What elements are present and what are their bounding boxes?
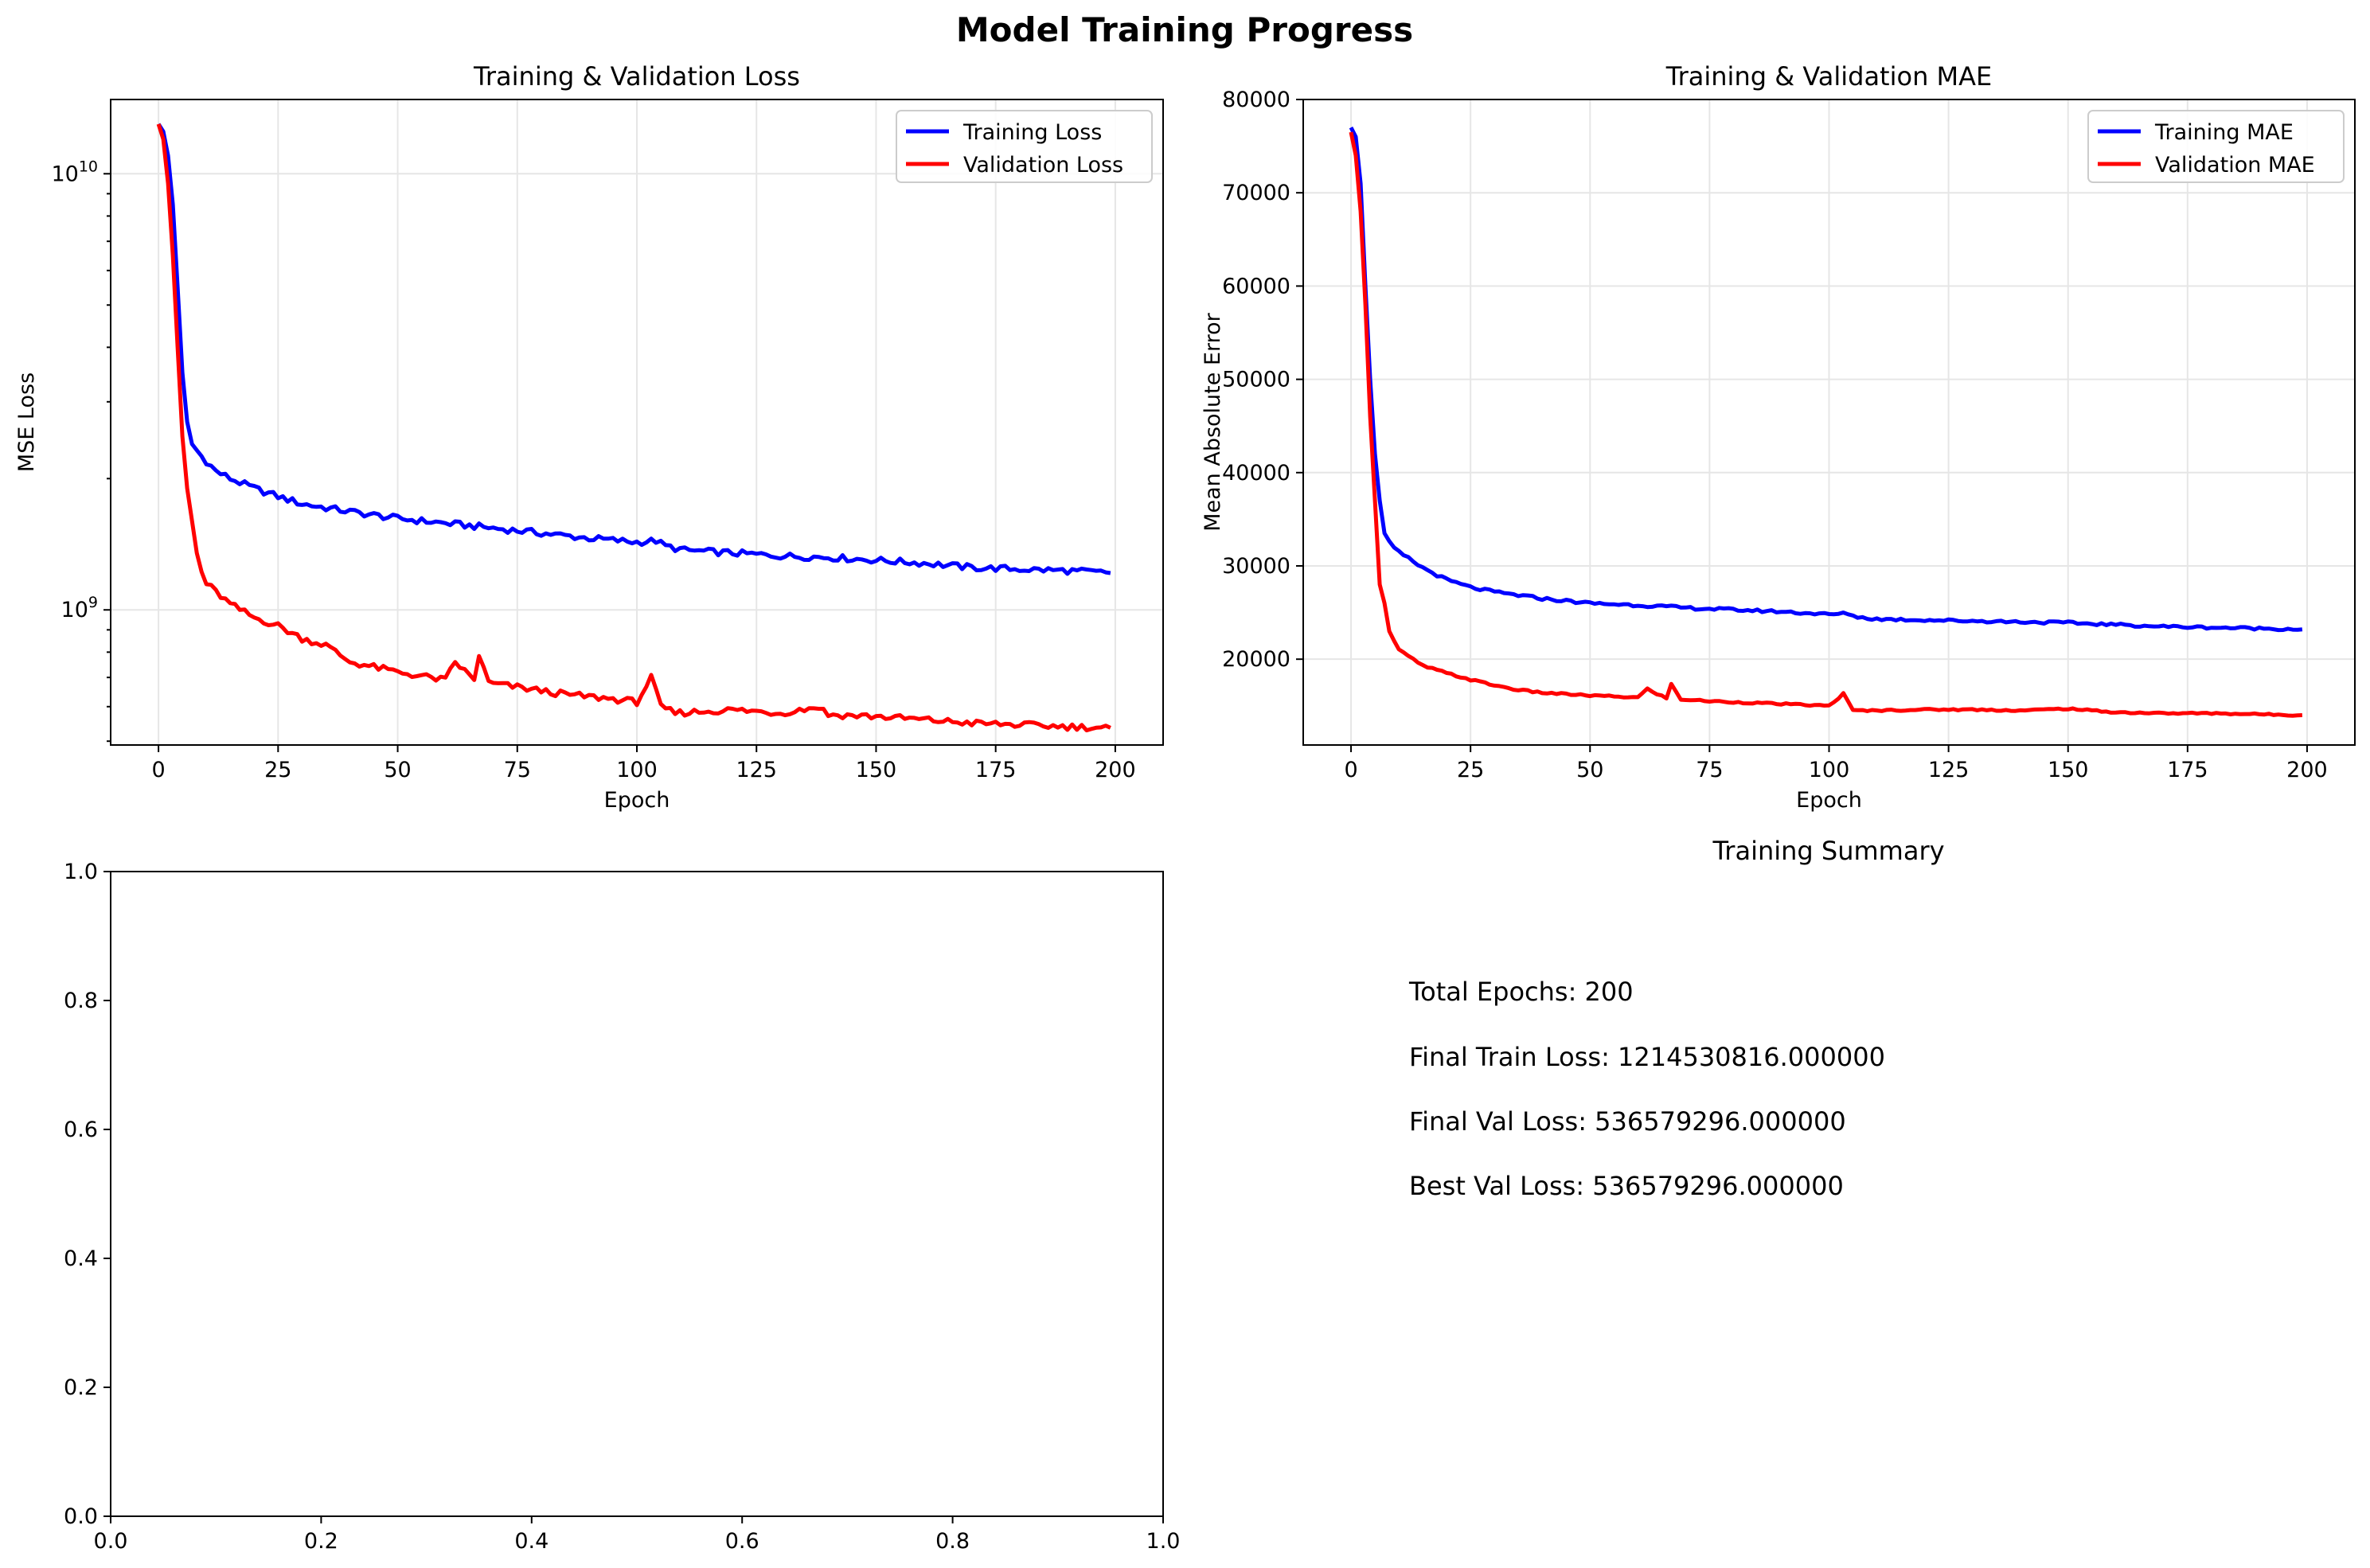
x-tick-label: 25	[264, 758, 291, 782]
x-tick-label: 100	[1809, 758, 1850, 782]
x-tick-label: 50	[384, 758, 411, 782]
x-tick-label: 125	[736, 758, 777, 782]
legend-box	[2087, 110, 2345, 183]
y-tick-label: 109	[61, 594, 98, 622]
x-tick-label: 50	[1576, 758, 1603, 782]
summary-line: Final Train Loss: 1214530816.000000	[1409, 1042, 1885, 1072]
summary-title: Training Summary	[1712, 836, 1944, 866]
y-tick-label: 40000	[1222, 461, 1290, 486]
y-tick-label: 50000	[1222, 368, 1290, 392]
empty-axes: 0.0 0.2 0.4 0.6 0.8 1.0 0.0 0.2 0.4 0.6 0.8 1.0	[64, 860, 1180, 1554]
y-tick-label: 30000	[1222, 554, 1290, 579]
x-tick-label: 0.0	[94, 1529, 128, 1554]
series-line-training-mae	[1349, 127, 2303, 633]
x-tick-label: 175	[975, 758, 1017, 782]
series-line-validation-loss	[156, 123, 1111, 733]
legend-label: Validation Loss	[963, 153, 1123, 177]
x-tick-label: 0	[151, 758, 165, 782]
figure-suptitle: Model Training Progress	[956, 10, 1413, 49]
series-line-validation-mae	[1349, 131, 2303, 718]
x-axis-label: Epoch	[1796, 788, 1862, 813]
x-axis-label: Epoch	[604, 788, 670, 813]
legend-box	[896, 110, 1153, 183]
loss-chart: Training & Validation Loss 0 25 50 75 100 125 1…	[14, 61, 1164, 813]
x-tick-label: 100	[616, 758, 658, 782]
x-tick-label: 150	[856, 758, 897, 782]
legend: Training MAE Validation MAE	[2087, 110, 2345, 183]
summary-line: Total Epochs: 200	[1408, 977, 1634, 1007]
x-tick-label: 0	[1344, 758, 1357, 782]
y-tick-label: 20000	[1222, 647, 1290, 672]
legend-label: Validation MAE	[2155, 153, 2315, 177]
x-tick-label: 175	[2167, 758, 2208, 782]
y-axis-label: Mean Absolute Error	[1201, 312, 1225, 531]
x-tick-label: 75	[504, 758, 531, 782]
x-tick-label: 0.8	[935, 1529, 970, 1554]
y-tick-label: 1010	[51, 158, 98, 186]
y-tick-label: 0.4	[64, 1246, 98, 1271]
y-tick-label: 1.0	[64, 860, 98, 884]
legend-label: Training Loss	[962, 120, 1102, 145]
summary-line: Best Val Loss: 536579296.000000	[1409, 1171, 1844, 1201]
x-tick-label: 0.2	[304, 1529, 338, 1554]
summary-line: Final Val Loss: 536579296.000000	[1409, 1106, 1846, 1137]
y-tick-label: 0.0	[64, 1504, 98, 1529]
training-summary-panel: Training Summary Total Epochs: 200 Final…	[1408, 836, 1945, 1201]
x-tick-label: 25	[1457, 758, 1484, 782]
x-tick-label: 150	[2048, 758, 2089, 782]
x-tick-label: 75	[1696, 758, 1723, 782]
legend: Training Loss Validation Loss	[896, 110, 1153, 183]
y-tick-label: 60000	[1222, 274, 1290, 298]
x-tick-label: 0.4	[514, 1529, 549, 1554]
series-line-training-loss	[156, 123, 1111, 576]
chart-title: Training & Validation Loss	[473, 61, 800, 92]
y-tick-label: 0.8	[64, 989, 98, 1013]
x-tick-label: 200	[2286, 758, 2328, 782]
plot-frame	[110, 871, 1164, 1517]
y-tick-label: 0.2	[64, 1375, 98, 1400]
y-tick-label: 70000	[1222, 181, 1290, 205]
x-tick-label: 200	[1095, 758, 1136, 782]
y-tick-label: 80000	[1222, 88, 1290, 112]
legend-label: Training MAE	[2154, 120, 2294, 145]
chart-title: Training & Validation MAE	[1665, 61, 1992, 92]
x-tick-label: 125	[1928, 758, 1970, 782]
y-tick-label: 0.6	[64, 1117, 98, 1142]
mae-chart: Training & Validation MAE 0 25 50 75 100 125 15…	[1201, 61, 2356, 813]
x-tick-label: 0.6	[725, 1529, 759, 1554]
y-axis-label: MSE Loss	[14, 372, 39, 472]
x-tick-label: 1.0	[1146, 1529, 1181, 1554]
